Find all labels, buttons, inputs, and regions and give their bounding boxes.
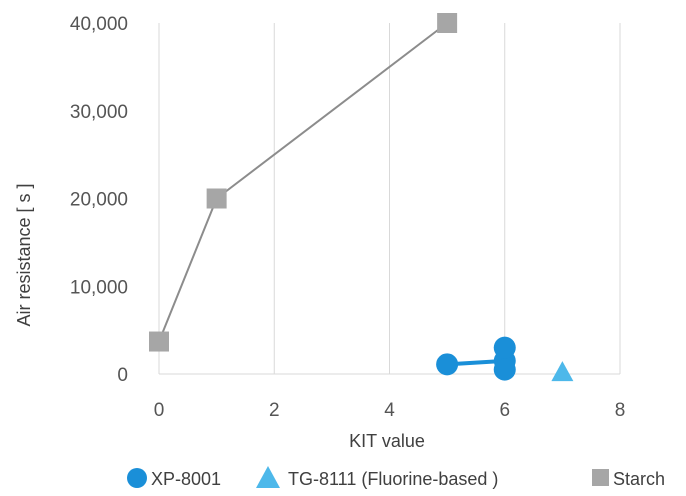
y-tick-label: 30,000: [70, 102, 128, 123]
y-tick-label: 40,000: [70, 14, 128, 35]
x-tick-label: 6: [499, 400, 510, 421]
legend-marker-xp8001: [127, 468, 147, 488]
data-point-starch: [149, 332, 169, 352]
legend: XP-8001 TG-8111 (Fluorine-based ) Starch: [127, 466, 665, 489]
data-point-tg8111: [551, 361, 573, 381]
data-point-xp8001: [494, 337, 516, 359]
plot-area: [149, 13, 573, 381]
x-tick-label: 0: [154, 400, 165, 421]
legend-marker-starch: [592, 469, 609, 486]
data-point-xp8001: [436, 353, 458, 375]
x-tick-label: 8: [615, 400, 626, 421]
series-line: [217, 23, 448, 199]
x-axis-title: KIT value: [349, 431, 425, 451]
grid: [274, 23, 620, 374]
y-axis-title: Air resistance [ s ]: [14, 183, 34, 326]
axes: 0 2 4 6 8 0 10,000 20,000 30,000 40,000: [70, 14, 625, 421]
y-tick-label: 20,000: [70, 190, 128, 211]
x-tick-label: 2: [269, 400, 280, 421]
y-tick-label: 0: [117, 365, 128, 386]
legend-label-tg8111: TG-8111 (Fluorine-based ): [288, 469, 498, 489]
series-line: [159, 199, 217, 342]
data-point-starch: [437, 13, 457, 33]
x-tick-label: 4: [384, 400, 395, 421]
legend-label-xp8001: XP-8001: [151, 469, 221, 489]
legend-marker-tg8111: [256, 466, 280, 488]
y-tick-label: 10,000: [70, 277, 128, 298]
legend-label-starch: Starch: [613, 469, 665, 489]
data-point-starch: [207, 189, 227, 209]
data-point-xp8001: [494, 359, 516, 381]
